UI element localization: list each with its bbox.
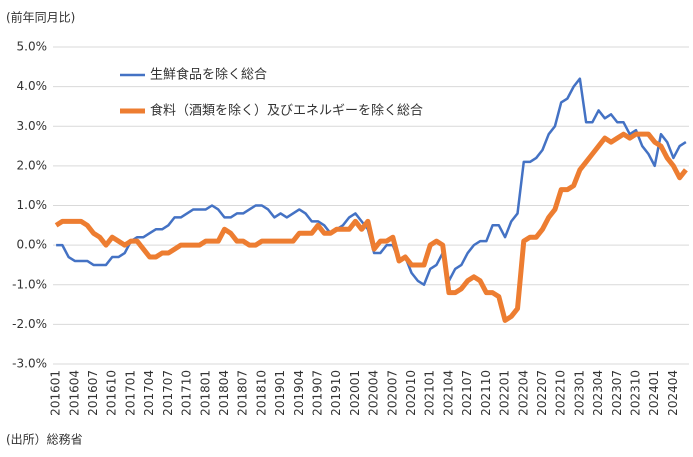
x-tick-label: 201704 [142,370,156,416]
y-tick-label: 2.0% [17,158,48,172]
y-tick-label: -1.0% [12,277,47,291]
y-tick-label: 5.0% [17,40,48,54]
series-line [54,131,688,323]
x-tick-label: 202301 [572,370,586,416]
x-tick-label: 202204 [516,370,530,416]
x-tick-label: 202207 [535,370,549,416]
x-tick-label: 202001 [348,370,362,416]
x-tick-label: 201904 [292,370,306,416]
y-axis-unit: (前年同月比) [6,10,75,25]
x-tick-label: 202310 [629,370,643,416]
y-tick-label: -3.0% [12,357,47,371]
x-tick-label: 201701 [123,370,137,416]
x-tick-label: 202010 [404,370,418,416]
x-tick-label: 202307 [610,370,624,416]
x-tick-label: 201907 [311,370,325,416]
x-tick-label: 202404 [666,370,680,416]
x-tick-label: 201910 [329,370,343,416]
x-tick-label: 201607 [86,370,100,416]
y-tick-label: 3.0% [17,119,48,133]
source-note: (出所）総務省 [6,433,83,447]
x-tick-label: 202210 [554,370,568,416]
x-tick-label: 201601 [49,370,63,416]
y-tick-label: 0.0% [17,238,48,252]
x-tick-label: 201707 [161,370,175,416]
x-tick-label: 202401 [647,370,661,416]
x-tick-label: 201710 [180,370,194,416]
y-tick-label: 4.0% [17,79,48,93]
x-tick-label: 202201 [498,370,512,416]
x-tick-label: 202007 [385,370,399,416]
legend-label: 食料（酒類を除く）及びエネルギーを除く総合 [150,103,423,119]
x-tick-label: 201807 [236,370,250,416]
x-tick-label: 201801 [198,370,212,416]
x-tick-label: 202004 [367,370,381,416]
x-tick-label: 202101 [423,370,437,416]
legend-label: 生鮮食品を除く総合 [150,67,267,83]
y-tick-label: -2.0% [12,317,47,331]
y-tick-label: 1.0% [17,198,48,212]
x-tick-label: 201901 [273,370,287,416]
x-tick-label: 201604 [67,370,81,416]
x-tick-label: 202304 [591,370,605,416]
x-tick-label: 201610 [105,370,119,416]
x-tick-label: 202107 [460,370,474,416]
x-tick-label: 202104 [441,370,455,416]
x-tick-label: 202110 [479,370,493,416]
x-tick-label: 201810 [254,370,268,416]
x-tick-label: 201804 [217,370,231,416]
